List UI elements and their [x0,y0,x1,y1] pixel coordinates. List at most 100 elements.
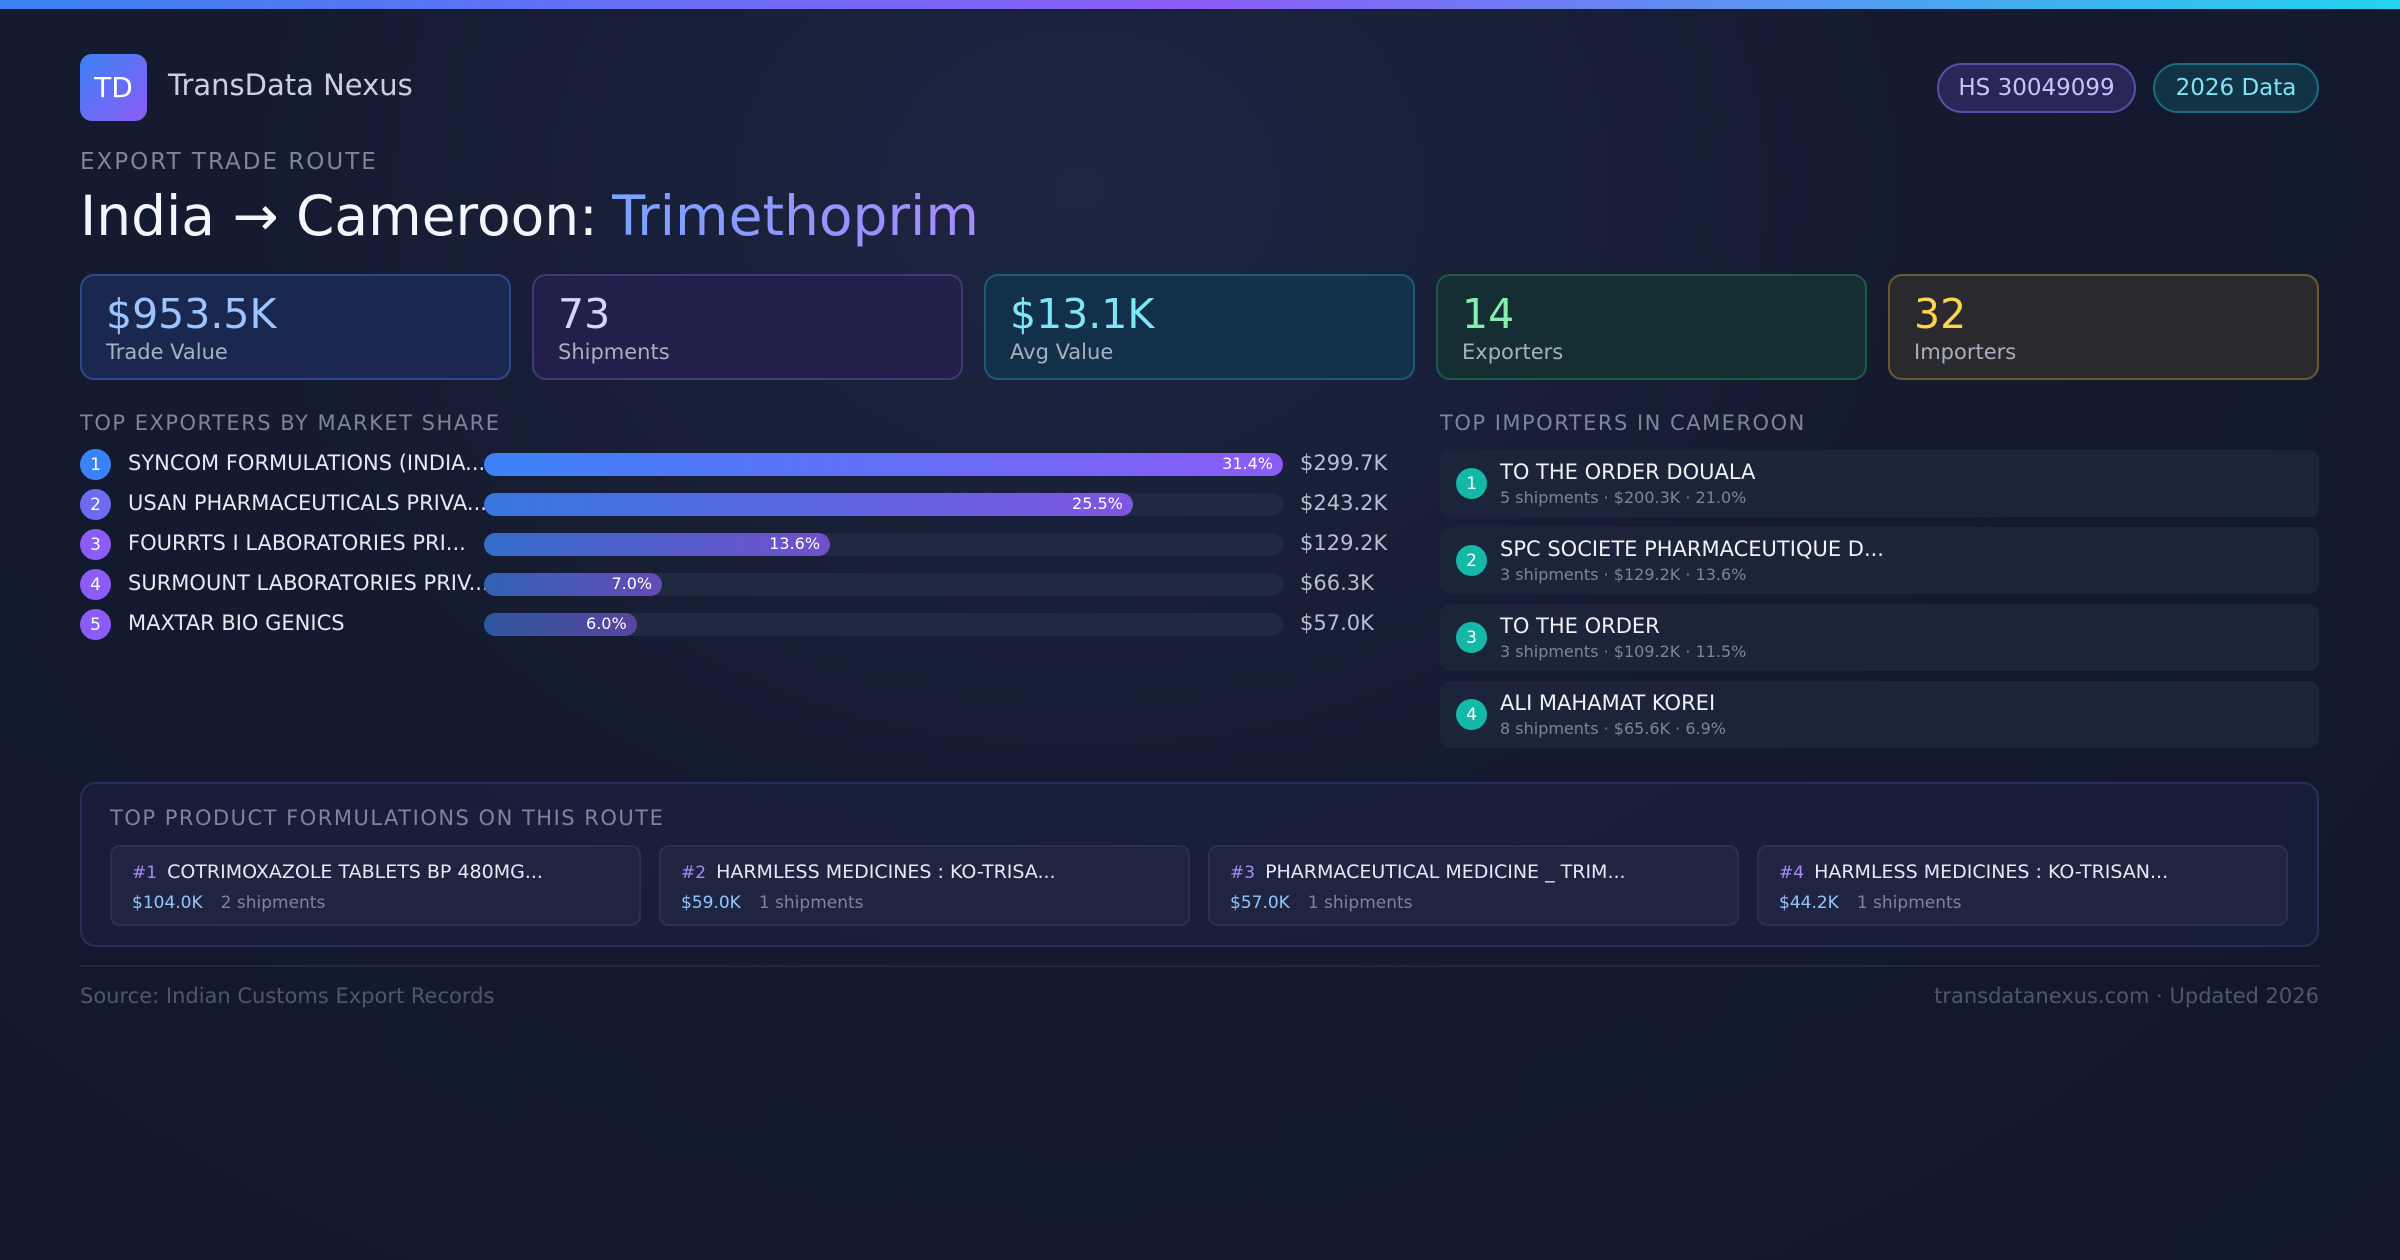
importer-card[interactable]: 1 TO THE ORDER DOUALA 5 shipments · $200.3… [1440,450,2319,517]
exporter-value: $243.2K [1300,491,1388,515]
stat-label: Importers [1914,340,2017,364]
share-label: 6.0% [586,614,627,633]
importer-name: TO THE ORDER DOUALA [1500,460,1756,484]
stat-card: $953.5K Trade Value [80,274,511,380]
hs-badge[interactable]: HS 30049099 [1937,63,2136,113]
product-value: $44.2K [1779,893,1839,913]
product-rank: #1 [132,863,158,883]
top-accent [0,0,2400,9]
stat-card: 32 Importers [1888,274,2319,380]
product-title: #3 PHARMACEUTICAL MEDICINE _ TRIM... [1230,861,1717,883]
rank-badge: 5 [80,609,111,640]
stat-value: 32 [1914,290,1967,338]
share-label: 31.4% [1222,454,1273,473]
section-heading: TOP EXPORTERS BY MARKET SHARE [80,411,501,435]
exporter-value: $299.7K [1300,451,1388,475]
product-shipments: 1 shipments [758,893,864,913]
importer-name: SPC SOCIETE PHARMACEUTIQUE D... [1500,537,1884,561]
rank-badge: 3 [80,529,111,560]
importer-details: 3 shipments · $129.2K · 13.6% [1500,565,1747,584]
product-rank: #3 [1230,863,1256,883]
exporter-value: $57.0K [1300,611,1374,635]
rank-badge: 4 [1456,699,1487,730]
share-bar [484,533,831,556]
product-card[interactable]: #1 COTRIMOXAZOLE TABLETS BP 480MG... $104.… [110,845,641,926]
product-card[interactable]: #3 PHARMACEUTICAL MEDICINE _ TRIM... $57.0… [1208,845,1739,926]
site-note: transdatanexus.com · Updated 2026 [1934,984,2319,1008]
importer-details: 5 shipments · $200.3K · 21.0% [1500,488,1747,507]
stat-card: 73 Shipments [532,274,963,380]
share-bar [484,453,1283,476]
stat-card: 14 Exporters [1436,274,1867,380]
product-rank: #2 [681,863,707,883]
importer-card[interactable]: 4 ALI MAHAMAT KOREI 8 shipments · $65.6K ·… [1440,681,2319,748]
product-name: HARMLESS MEDICINES : KO-TRISA... [716,861,1056,883]
product-name: HARMLESS MEDICINES : KO-TRISAN... [1814,861,2169,883]
divider [80,965,2319,967]
importer-details: 8 shipments · $65.6K · 6.9% [1500,719,1726,738]
stat-value: $13.1K [1010,290,1155,338]
product-title: #2 HARMLESS MEDICINES : KO-TRISA... [681,861,1168,883]
share-label: 13.6% [769,534,821,553]
brand-name: TransData Nexus [168,68,413,102]
bar-track [484,573,1283,596]
rank-badge: 2 [80,489,111,520]
stat-label: Shipments [558,340,670,364]
exporter-name: SYNCOM FORMULATIONS (INDIA... [128,451,486,475]
product-value: $104.0K [132,893,203,913]
year-badge[interactable]: 2026 Data [2153,63,2319,113]
stat-value: 73 [558,290,611,338]
logo: TD [80,54,147,121]
product-rank: #4 [1779,863,1805,883]
section-heading: TOP PRODUCT FORMULATIONS ON THIS ROUTE [110,806,665,830]
title-product: Trimethoprim [611,184,979,248]
exporter-name: MAXTAR BIO GENICS [128,611,345,635]
title-route: India → Cameroon: [80,184,598,248]
rank-badge: 1 [80,449,111,480]
exporter-name: USAN PHARMACEUTICALS PRIVA... [128,491,487,515]
share-label: 7.0% [611,574,653,593]
source-note: Source: Indian Customs Export Records [80,984,495,1008]
section-heading: TOP IMPORTERS IN CAMEROON [1440,411,1806,435]
product-shipments: 2 shipments [220,893,326,913]
rank-badge: 2 [1456,545,1487,576]
product-value: $59.0K [681,893,741,913]
stat-label: Exporters [1462,340,1564,364]
rank-badge: 1 [1456,468,1487,499]
importer-name: TO THE ORDER [1500,614,1660,638]
rank-badge: 4 [80,569,111,600]
importer-name: ALI MAHAMAT KOREI [1500,691,1716,715]
product-stats: $104.0K 2 shipments [132,893,619,913]
product-stats: $44.2K 1 shipments [1779,893,2266,913]
product-title: #4 HARMLESS MEDICINES : KO-TRISAN... [1779,861,2266,883]
product-title: #1 COTRIMOXAZOLE TABLETS BP 480MG... [132,861,619,883]
stat-value: $953.5K [106,290,277,338]
importer-details: 3 shipments · $109.2K · 11.5% [1500,642,1747,661]
exporter-value: $129.2K [1300,531,1388,555]
product-card[interactable]: #2 HARMLESS MEDICINES : KO-TRISA... $59.0K… [659,845,1190,926]
stat-value: 14 [1462,290,1515,338]
product-shipments: 1 shipments [1856,893,1962,913]
share-bar [484,613,637,636]
exporter-name: SURMOUNT LABORATORIES PRIV... [128,571,489,595]
product-name: COTRIMOXAZOLE TABLETS BP 480MG... [167,861,543,883]
share-bar [484,573,663,596]
product-value: $57.0K [1230,893,1290,913]
importer-card[interactable]: 3 TO THE ORDER 3 shipments · $109.2K · 11.… [1440,604,2319,671]
stat-label: Trade Value [106,340,228,364]
product-stats: $59.0K 1 shipments [681,893,1168,913]
share-bar [484,493,1133,516]
stat-card: $13.1K Avg Value [984,274,1415,380]
stat-label: Avg Value [1010,340,1114,364]
rank-badge: 3 [1456,622,1487,653]
page-title: India → Cameroon: Trimethoprim [80,184,979,248]
importer-card[interactable]: 2 SPC SOCIETE PHARMACEUTIQUE D... 3 shipme… [1440,527,2319,594]
product-stats: $57.0K 1 shipments [1230,893,1717,913]
share-label: 25.5% [1072,494,1123,513]
eyebrow: EXPORT TRADE ROUTE [80,149,378,175]
product-shipments: 1 shipments [1307,893,1413,913]
exporter-value: $66.3K [1300,571,1374,595]
product-card[interactable]: #4 HARMLESS MEDICINES : KO-TRISAN... $44.2… [1757,845,2288,926]
